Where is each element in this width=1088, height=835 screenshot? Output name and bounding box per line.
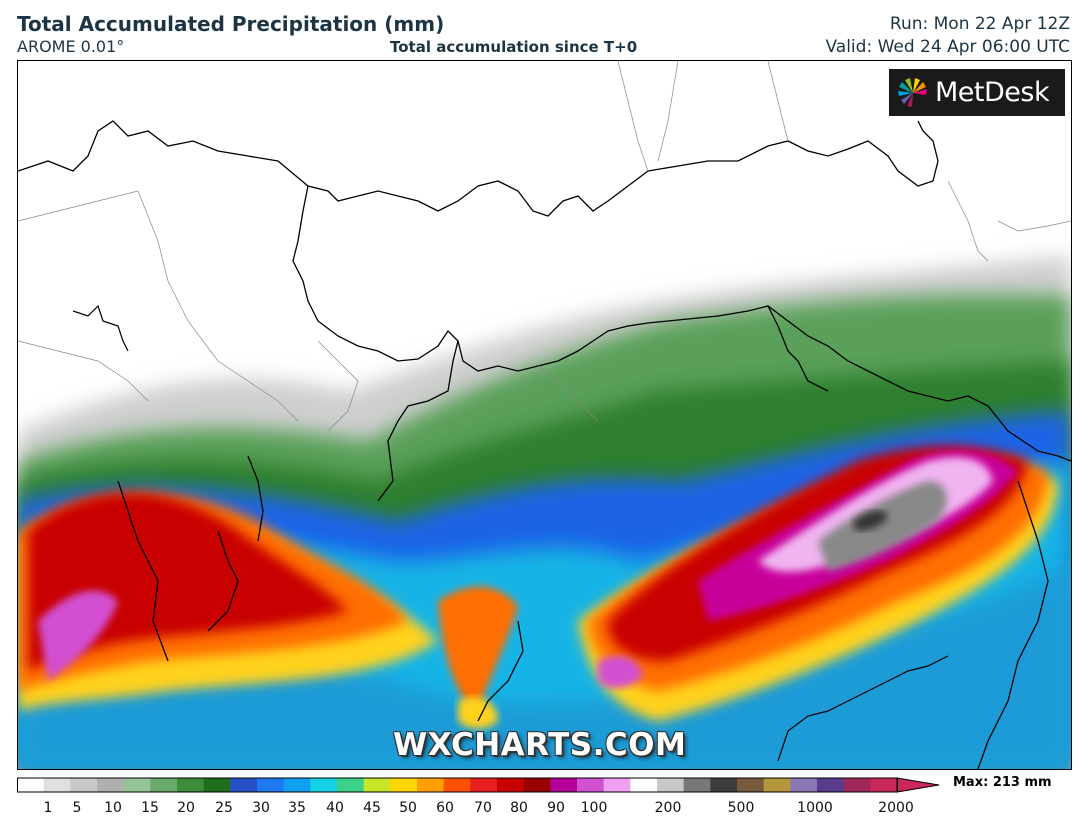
colorbar-segment	[550, 778, 578, 792]
colorbar-tick-label: 200	[654, 800, 682, 816]
colorbar-segment	[283, 778, 311, 792]
colorbar-segment	[390, 778, 418, 792]
region-borders	[18, 61, 1071, 432]
colorbar-tick-label: 50	[399, 800, 417, 816]
colorbar-segment	[737, 778, 765, 792]
colorbar-segment	[150, 778, 178, 792]
max-precipitation-label: Max: 213 mm	[953, 775, 1052, 790]
colorbar-tick-label: 100	[580, 800, 608, 816]
colorbar-extend-arrow	[896, 777, 940, 793]
wxcharts-watermark: WXCHARTS.COM	[393, 727, 687, 763]
colorbar-segment	[443, 778, 471, 792]
colorbar-segment	[310, 778, 338, 792]
precipitation-colorbar	[17, 777, 940, 793]
colorbar-tick-label: 10	[104, 800, 122, 816]
colorbar-tick-label: 90	[547, 800, 565, 816]
colorbar-segment	[337, 778, 365, 792]
colorbar-tick-label: 40	[326, 800, 344, 816]
colorbar-segment	[17, 778, 45, 792]
colorbar-segment	[123, 778, 151, 792]
colorbar-tick-label: 1	[43, 800, 53, 816]
colorbar-segment	[683, 778, 711, 792]
colorbar-segment	[843, 778, 871, 792]
colorbar-tick-label: 70	[474, 800, 492, 816]
country-borders	[18, 120, 1071, 769]
colorbar-segment	[790, 778, 818, 792]
model-label: AROME 0.01°	[17, 37, 125, 56]
colorbar-outline	[17, 777, 898, 793]
metdesk-logo-text: MetDesk	[935, 77, 1050, 108]
coastline	[72, 304, 949, 762]
colorbar-segment	[630, 778, 658, 792]
run-time: Run: Mon 22 Apr 12Z	[889, 14, 1070, 34]
colorbar-segment	[470, 778, 498, 792]
colorbar-tick-label: 80	[510, 800, 528, 816]
precipitation-map	[17, 60, 1072, 770]
colorbar-tick-label: 30	[252, 800, 270, 816]
colorbar-segment	[870, 778, 898, 792]
colorbar-segment	[763, 778, 791, 792]
colorbar-segment	[817, 778, 845, 792]
colorbar-segment	[577, 778, 605, 792]
colorbar-segment	[203, 778, 231, 792]
colorbar-tick-label: 15	[141, 800, 159, 816]
valid-time: Valid: Wed 24 Apr 06:00 UTC	[825, 37, 1070, 57]
colorbar-tick-label: 2000	[878, 800, 914, 816]
precip-heavy-layer	[18, 446, 1058, 729]
colorbar-tick-label: 60	[436, 800, 454, 816]
colorbar-segment	[710, 778, 738, 792]
colorbar-tick-label: 5	[72, 800, 82, 816]
colorbar-segment	[257, 778, 285, 792]
colorbar-segment	[177, 778, 205, 792]
colorbar-tick-label: 20	[177, 800, 195, 816]
colorbar-segment	[363, 778, 391, 792]
colorbar-tick-label: 35	[288, 800, 306, 816]
colorbar-tick-label: 25	[215, 800, 233, 816]
colorbar-segment	[43, 778, 71, 792]
metdesk-pinwheel-icon	[898, 77, 927, 107]
colorbar-segment	[657, 778, 685, 792]
colorbar-segment	[97, 778, 125, 792]
colorbar-segment	[417, 778, 445, 792]
colorbar-tick-label: 500	[727, 800, 755, 816]
map-canvas	[18, 61, 1071, 769]
chart-subtitle: Total accumulation since T+0	[390, 38, 638, 56]
colorbar-segment	[497, 778, 525, 792]
colorbar-tick-label: 45	[363, 800, 381, 816]
colorbar-segment	[603, 778, 631, 792]
chart-title: Total Accumulated Precipitation (mm)	[17, 12, 445, 36]
colorbar-segment	[230, 778, 258, 792]
metdesk-logo: MetDesk	[889, 69, 1065, 116]
colorbar-tick-label: 1000	[797, 800, 833, 816]
colorbar-segment	[523, 778, 551, 792]
colorbar-segment	[70, 778, 98, 792]
